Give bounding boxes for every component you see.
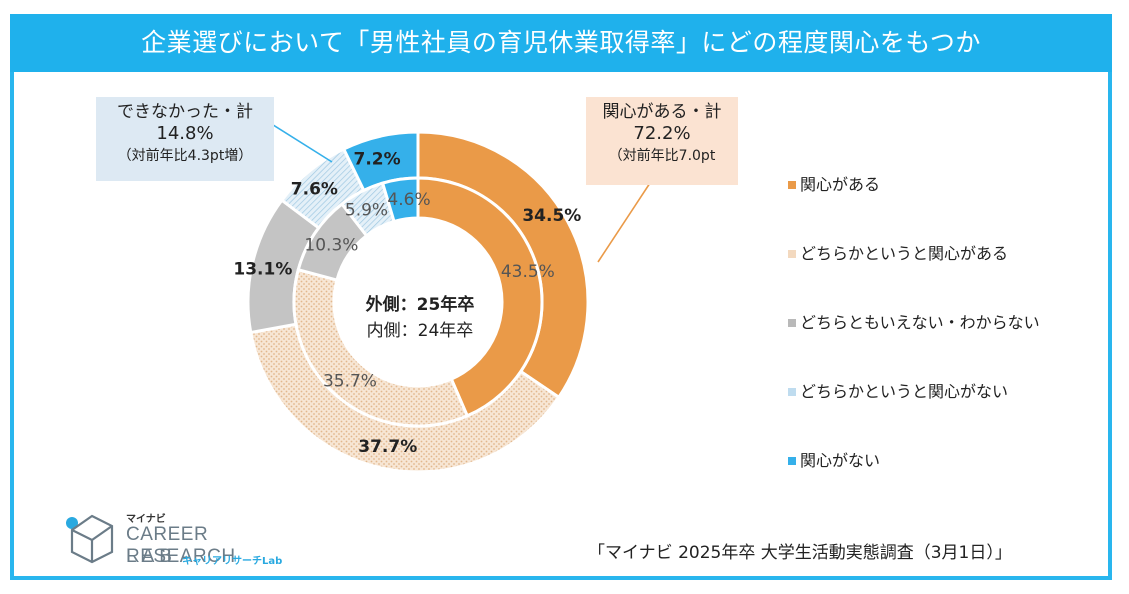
outer-label-neutral: 13.1% xyxy=(233,259,292,279)
source-citation: 「マイナビ 2025年卒 大学生活動実態調査（3月1日）」 xyxy=(588,543,1012,563)
legend-swatch-somewhat-not-interested xyxy=(788,387,796,396)
outer-label-not-interested: 7.2% xyxy=(353,150,400,170)
callout-dissatisfied-total: できなかった・計 14.8% （対前年比4.3pt増） xyxy=(96,97,274,181)
legend-label-interested: 関心がある xyxy=(800,175,881,194)
legend-swatch-interested xyxy=(788,180,796,189)
callout-left-label: できなかった・計 xyxy=(117,102,253,122)
legend-item-somewhat-not-interested: どちらかというと関心がない xyxy=(788,379,1008,405)
logo-cube-icon xyxy=(66,514,114,564)
outer-label-interested: 34.5% xyxy=(522,206,581,226)
chart-title: 企業選びにおいて「男性社員の育児休業取得率」にどの程度関心をもつか xyxy=(10,14,1112,72)
leader-line-right xyxy=(597,182,651,263)
legend-item-interested: 関心がある xyxy=(788,172,880,198)
inner-slice-somewhat-interested xyxy=(292,267,470,428)
inner-label-somewhat-not-interested: 5.9% xyxy=(345,200,388,220)
logo-brand: マイナビ xyxy=(126,514,166,525)
inner-label-not-interested: 4.6% xyxy=(387,190,430,210)
legend-item-not-interested: 関心がない xyxy=(788,448,880,474)
inner-slice-not-interested xyxy=(380,176,420,224)
inner-label-somewhat-interested: 35.7% xyxy=(323,372,377,392)
outer-label-somewhat-interested: 37.7% xyxy=(358,437,417,457)
donut-center-label: 外側：25年卒 内側：24年卒 xyxy=(350,292,490,344)
inner-label-interested: 43.5% xyxy=(501,262,555,282)
center-inner-label: 内側：24年卒 xyxy=(366,321,474,341)
legend-label-not-interested: 関心がない xyxy=(800,451,881,470)
leader-line-left xyxy=(269,122,333,163)
legend-item-neutral: どちらともいえない・わからない xyxy=(788,310,1040,336)
outer-label-somewhat-not-interested: 7.6% xyxy=(291,180,338,200)
center-outer-label: 外側：25年卒 xyxy=(365,295,475,315)
inner-label-neutral: 10.3% xyxy=(304,235,358,255)
logo-name: CAREER RESEARCH xyxy=(126,524,236,567)
legend-label-somewhat-interested: どちらかというと関心がある xyxy=(800,244,1009,263)
callout-left-note: （対前年比4.3pt増） xyxy=(117,148,253,164)
logo-lab: LAB xyxy=(126,546,177,567)
callout-right-label: 関心がある・計 xyxy=(602,102,722,122)
legend-label-somewhat-not-interested: どちらかというと関心がない xyxy=(800,382,1009,401)
legend-label-neutral: どちらともいえない・わからない xyxy=(800,313,1040,332)
career-research-lab-logo: マイナビ CAREER RESEARCH LAB キャリアリサーチLab xyxy=(62,508,322,568)
callout-interested-total: 関心がある・計 72.2% （対前年比7.0pt xyxy=(586,97,738,185)
logo-subtitle: キャリアリサーチLab xyxy=(182,556,283,567)
callout-right-note: （対前年比7.0pt xyxy=(608,148,716,164)
legend-swatch-somewhat-interested xyxy=(788,249,796,258)
legend-item-somewhat-interested: どちらかというと関心がある xyxy=(788,241,1008,267)
inner-slice-interested xyxy=(416,176,544,418)
callout-left-value: 14.8% xyxy=(156,123,214,144)
callout-right-value: 72.2% xyxy=(633,123,691,144)
legend-swatch-not-interested xyxy=(788,456,796,465)
legend-swatch-neutral xyxy=(788,318,796,327)
